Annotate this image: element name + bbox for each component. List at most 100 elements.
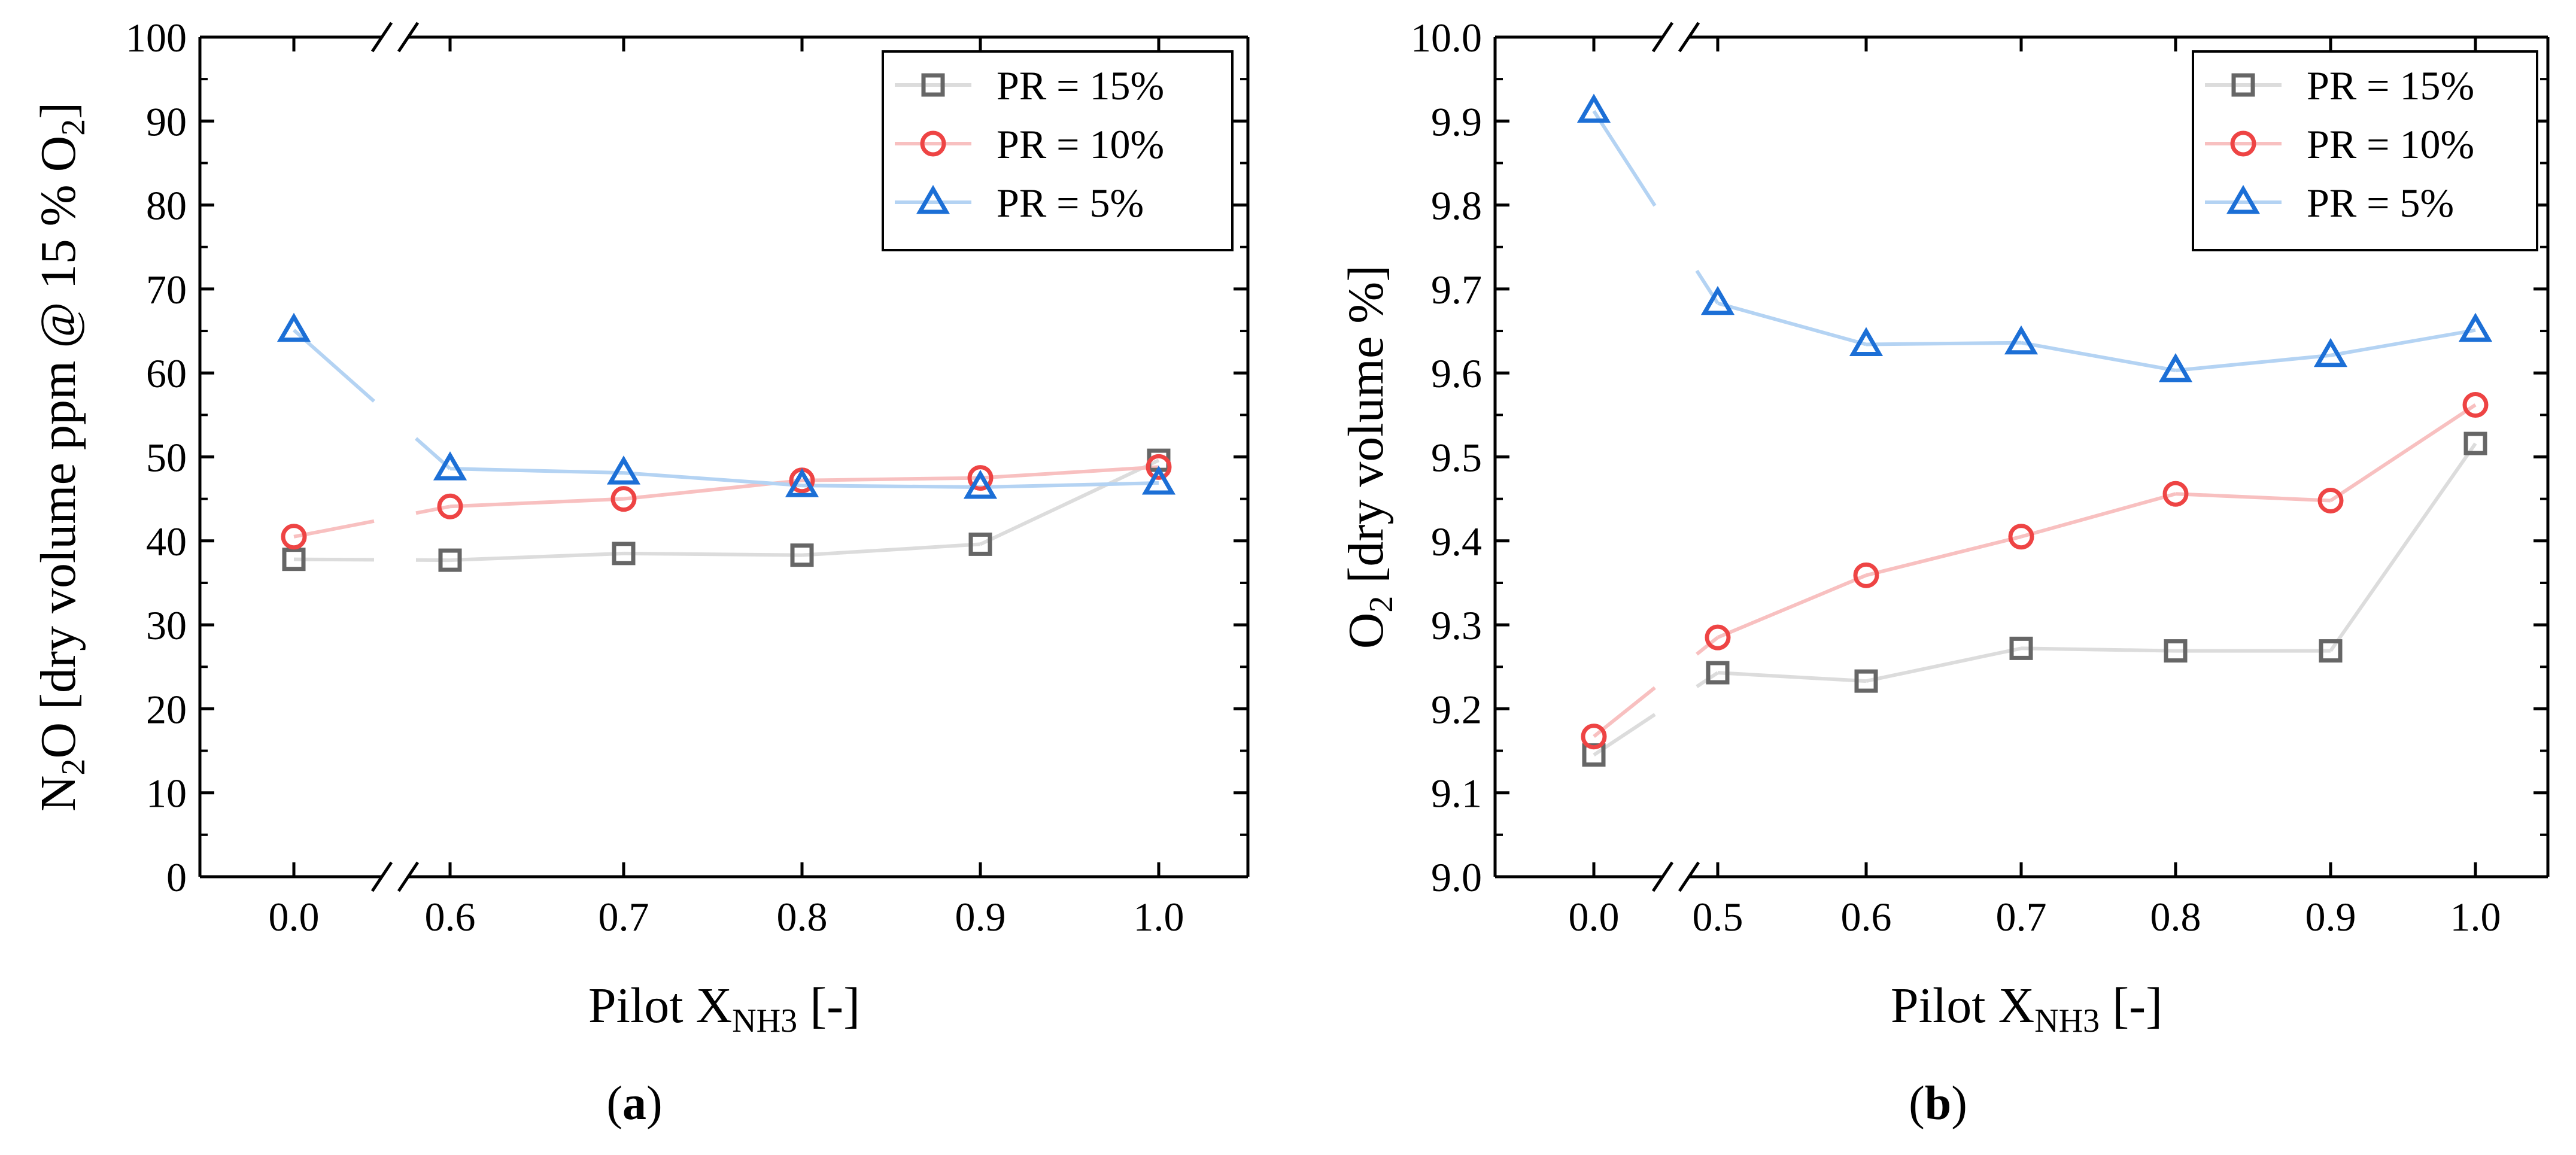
- legend-label: PR = 15%: [997, 63, 1164, 108]
- data-point-square: [1854, 669, 1878, 693]
- data-point-circle: [281, 524, 307, 550]
- data-point-triangle: [1700, 285, 1735, 315]
- chart-panel-b: 9.0 9.1 9.2 9.3 9.4 9.5 9.6 9.7 9.8 9.9 10.0 0.0 0.5…: [1338, 15, 2550, 1130]
- legend-marker-circle: [2230, 130, 2256, 157]
- series-line-segment: [2175, 492, 2331, 503]
- series-line-segment: [415, 504, 451, 515]
- legend: PR = 15% PR = 10% PR = 5%: [2192, 50, 2538, 251]
- x-tick-label: 0.6: [1841, 894, 1892, 940]
- series-line-segment: [980, 465, 1159, 480]
- data-point-triangle: [2458, 312, 2493, 342]
- data-point-circle: [2462, 392, 2489, 418]
- y-tick-label: 80: [146, 183, 187, 229]
- series-line-segment: [293, 329, 375, 403]
- data-point-square: [2463, 431, 2487, 455]
- data-point-square: [2009, 636, 2033, 660]
- x-tick-label: 0.8: [2150, 894, 2201, 940]
- data-point-circle: [610, 486, 637, 512]
- legend-label: PR = 10%: [2307, 121, 2474, 167]
- x-axis-title: Pilot XNH3 [-]: [588, 978, 860, 1040]
- y-tick-label: 60: [146, 351, 187, 396]
- data-point-circle: [1705, 624, 1731, 651]
- panel-label: (a): [606, 1077, 662, 1130]
- y-tick-label: 100: [126, 15, 187, 60]
- series-line-segment: [979, 458, 1160, 546]
- data-point-circle: [2008, 524, 2034, 550]
- panel-letter: b: [1925, 1077, 1952, 1130]
- series-line-segment: [1866, 341, 2022, 346]
- series-line-segment: [1717, 301, 1867, 346]
- series-line-segment: [980, 481, 1159, 490]
- y-tick-label: 9.5: [1431, 435, 1482, 481]
- x-tick-label: 1.0: [1134, 894, 1184, 940]
- data-point-triangle: [2004, 325, 2039, 355]
- y-tick-label: 9.6: [1431, 351, 1482, 396]
- data-point-triangle: [277, 312, 311, 342]
- data-point-square: [790, 543, 814, 567]
- panel-letter: a: [622, 1077, 646, 1130]
- axis-break-mark: [370, 861, 393, 892]
- x-tick-label: 0.7: [599, 894, 649, 940]
- series-line-segment: [2329, 442, 2477, 652]
- y-tick-label: 9.3: [1431, 603, 1482, 648]
- data-point-square: [2319, 639, 2343, 663]
- y-tick-label: 9.2: [1431, 686, 1482, 732]
- x-tick-label: 0.5: [1693, 894, 1743, 940]
- axis-break-mark: [397, 861, 420, 892]
- data-point-circle: [437, 493, 463, 519]
- data-point-circle: [1581, 724, 1607, 750]
- data-point-triangle: [1576, 93, 1611, 123]
- x-tick-label: 1.0: [2450, 894, 2501, 940]
- data-point-circle: [2162, 481, 2189, 507]
- y-tick-label: 9.0: [1431, 855, 1482, 900]
- data-point-square: [968, 532, 992, 556]
- series-line-segment: [449, 551, 624, 563]
- x-tick-label: 0.0: [1569, 894, 1620, 940]
- y-tick-label: 30: [146, 603, 187, 648]
- data-point-triangle: [606, 455, 641, 485]
- series-line-segment: [801, 484, 981, 490]
- legend-label: PR = 15%: [2307, 63, 2474, 108]
- axis-break-mark: [370, 22, 393, 53]
- series-line-segment: [1717, 671, 1867, 683]
- data-point-circle: [2317, 487, 2344, 513]
- series-line-segment: [801, 542, 981, 557]
- chart-panel-a: 0 10 20 30 40 50 60 70 80 90 100 0.0 0.6 0.7 0.8 0.9 1.0…: [31, 15, 1250, 1130]
- panel-label: (b): [1909, 1077, 1967, 1130]
- series-line-segment: [2330, 328, 2476, 357]
- data-point-triangle: [1849, 327, 1884, 356]
- series-line-segment: [449, 467, 624, 475]
- data-point-square: [2164, 639, 2188, 663]
- series-line-segment: [801, 476, 981, 482]
- data-point-circle: [1853, 562, 1879, 588]
- y-tick-label: 9.9: [1431, 99, 1482, 144]
- series-line-segment: [293, 519, 375, 539]
- axis-break-mark: [397, 22, 420, 53]
- x-tick-label: 0.0: [269, 894, 320, 940]
- series-line-segment: [623, 551, 803, 557]
- legend-label: PR = 5%: [2307, 180, 2454, 226]
- y-tick-label: 20: [146, 686, 187, 732]
- series-line-segment: [2175, 353, 2331, 372]
- y-tick-label: 10.0: [1411, 15, 1482, 60]
- data-point-triangle: [1141, 466, 1176, 495]
- series-line-segment: [1593, 686, 1656, 738]
- x-tick-label: 0.7: [1996, 894, 2047, 940]
- series-line-segment: [623, 471, 803, 488]
- series-line-segment: [2329, 403, 2477, 502]
- legend-marker-triangle: [916, 185, 950, 214]
- data-point-square: [1706, 661, 1730, 685]
- series-line-segment: [449, 497, 624, 509]
- data-point-triangle: [785, 468, 819, 497]
- y-tick-label: 9.7: [1431, 267, 1482, 312]
- y-tick-label: 9.8: [1431, 183, 1482, 229]
- legend-marker-triangle: [2226, 185, 2261, 214]
- x-axis-title: Pilot XNH3 [-]: [1891, 978, 2162, 1040]
- legend-marker-circle: [920, 130, 946, 157]
- series-line-segment: [2021, 492, 2176, 539]
- legend-marker-square: [921, 73, 945, 97]
- y-axis-title: N2O [dry volume ppm @ 15 % O2]: [31, 102, 92, 812]
- data-point-square: [282, 548, 306, 572]
- data-point-square: [438, 548, 462, 572]
